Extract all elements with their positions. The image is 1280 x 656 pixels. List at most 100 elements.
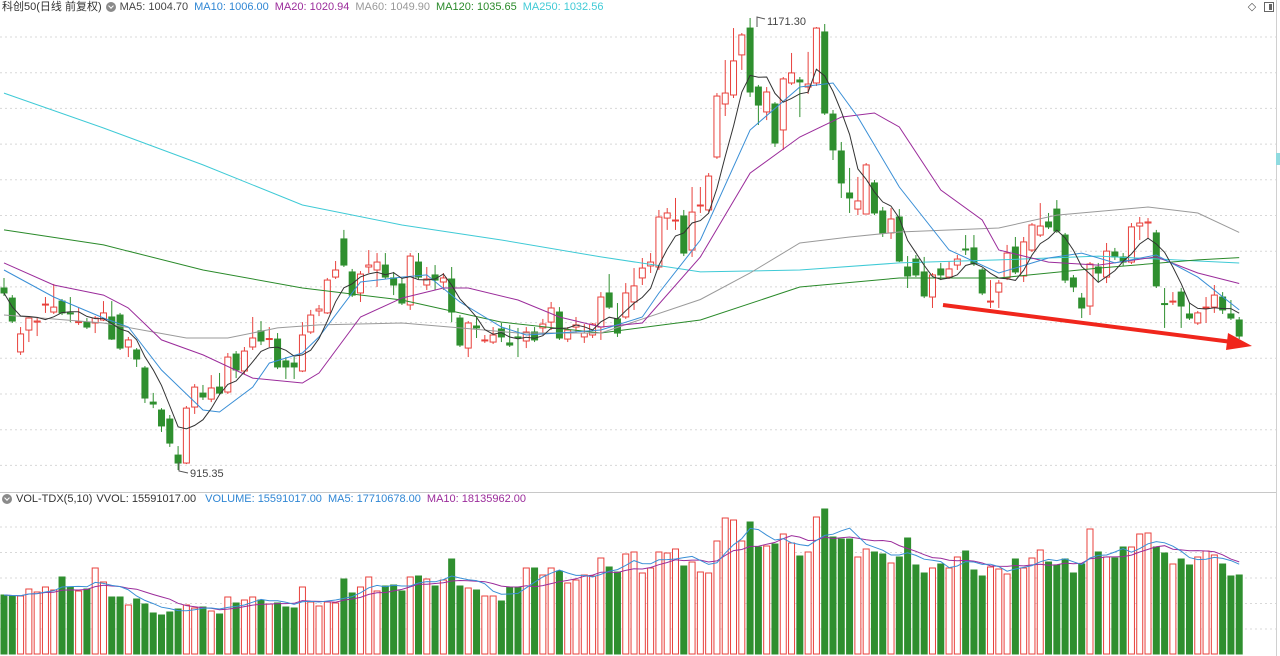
volume-bar (812, 516, 820, 655)
volume-bar (531, 567, 539, 655)
candle (1028, 223, 1036, 252)
volume-bar (1210, 554, 1218, 655)
candle-body (846, 192, 854, 199)
volume-bar (1011, 558, 1019, 655)
high-label: 1171.30 (767, 16, 806, 28)
candle-body (133, 349, 141, 360)
candle-body (987, 300, 995, 303)
ma120-value: MA120: 1035.65 (436, 1, 517, 13)
candle (870, 179, 878, 216)
candle-body (1202, 306, 1210, 309)
volume-bar (8, 595, 16, 655)
settings-circle-icon[interactable] (105, 2, 116, 12)
volume-bar (0, 594, 8, 655)
candle (796, 76, 804, 118)
candle-body (522, 331, 530, 342)
candle-body (365, 264, 373, 268)
volume-bar (987, 566, 995, 655)
candle (381, 253, 389, 280)
panel-toggle-icon[interactable] (1264, 2, 1274, 12)
candle (713, 93, 721, 159)
candle-body (307, 314, 315, 333)
candle (473, 318, 481, 338)
low-label: 915.35 (190, 468, 224, 480)
volume-bar (746, 521, 754, 655)
volume-bar (58, 576, 66, 655)
candle (315, 304, 323, 317)
candle-body (688, 211, 696, 251)
candle (613, 303, 621, 337)
volume-bar (663, 552, 671, 655)
diamond-icon[interactable]: ◇ (1247, 1, 1257, 13)
volume-bar (497, 600, 505, 655)
candle-body (1086, 263, 1094, 307)
candle (1069, 274, 1077, 293)
candle-body (1185, 313, 1193, 319)
volume-bar (448, 558, 456, 655)
volume-bar (1235, 574, 1243, 655)
volume-bars (0, 508, 1243, 655)
candle-body (696, 204, 704, 207)
candle (415, 253, 422, 280)
trend-arrow-shaft (942, 303, 1233, 344)
ma5-line (3, 68, 1240, 430)
candle-body (489, 334, 497, 343)
candle-body (779, 78, 787, 131)
candle-body (83, 321, 91, 328)
volume-bar (1053, 564, 1061, 655)
chart-title: 科创50(日线 前复权) (2, 1, 102, 13)
volume-bar (1119, 546, 1127, 655)
candle (282, 357, 290, 379)
candles (0, 18, 1243, 470)
trend-arrow[interactable] (942, 303, 1252, 350)
candle (638, 257, 646, 286)
candle (373, 253, 381, 287)
volume-bar (381, 585, 389, 655)
volume-bar (398, 590, 406, 655)
volume-bar (1086, 528, 1094, 655)
candle (25, 316, 33, 343)
ma5-value: MA5: 1004.70 (119, 1, 189, 13)
candle (340, 229, 348, 268)
volume-bar (17, 595, 25, 655)
volume-bar (506, 586, 514, 655)
candle-body (945, 268, 953, 278)
candle (788, 52, 796, 85)
volume-bar (50, 589, 58, 655)
volume-bar (439, 579, 447, 655)
candle-body (622, 292, 630, 318)
candle-body (821, 31, 829, 114)
volume-ma5-value: MA5: 17710678.00 (327, 493, 421, 505)
volume-bar (829, 536, 837, 655)
volume-bar (754, 546, 762, 655)
price-legend: 科创50(日线 前复权) MA5: 1004.70 MA10: 1006.00 … (2, 0, 609, 14)
candle (647, 253, 655, 274)
volume-bar (464, 587, 472, 655)
settings-circle-icon[interactable] (2, 494, 12, 504)
volume-bar (1045, 561, 1053, 655)
candle-body (207, 387, 215, 400)
volume-bar (356, 586, 364, 655)
candle-body (1127, 226, 1135, 263)
ma60-value: MA60: 1049.90 (355, 1, 430, 13)
volume-bar (75, 590, 83, 655)
candle (166, 414, 174, 447)
candle-body (514, 336, 522, 339)
volume-bar (307, 601, 315, 655)
candle-body (887, 218, 895, 234)
volume-bar (1227, 575, 1235, 655)
volume-bar (290, 607, 298, 655)
candle (605, 274, 613, 310)
candle-body (547, 307, 555, 323)
volume-bar (721, 517, 729, 655)
candle-body (274, 338, 282, 368)
volume-bar (481, 595, 489, 655)
candle (1202, 297, 1210, 323)
candle-body (953, 258, 961, 266)
candle (265, 327, 273, 348)
volume-bar (522, 567, 530, 655)
volume-bar (671, 548, 679, 655)
volume-bar (406, 576, 414, 655)
candle (481, 334, 489, 343)
